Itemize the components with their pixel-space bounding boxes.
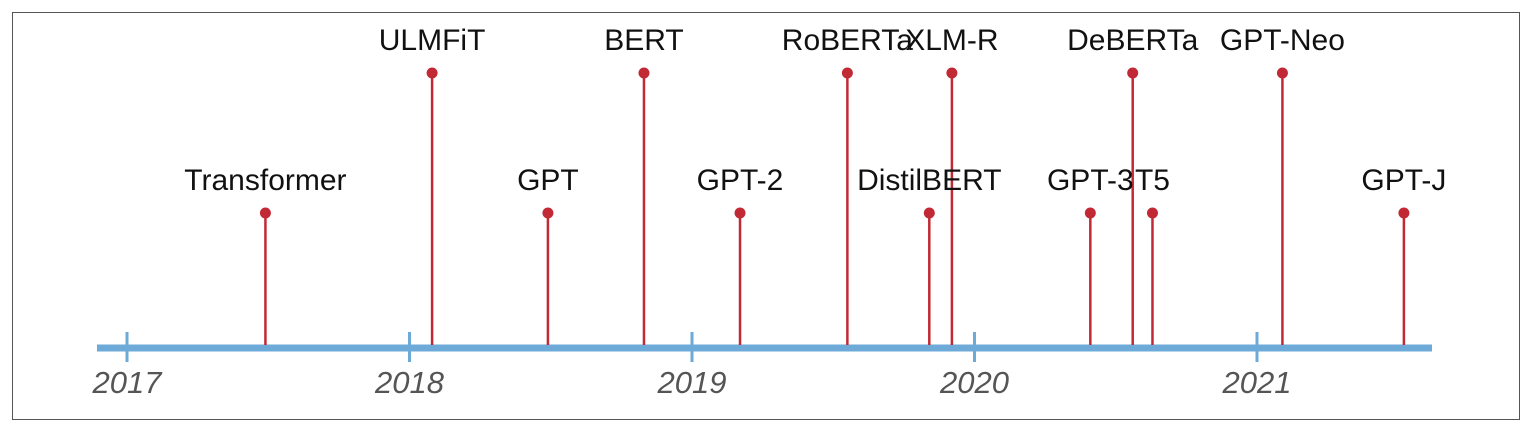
event-marker bbox=[638, 67, 650, 345]
event-dot bbox=[841, 67, 853, 79]
event-marker bbox=[259, 207, 271, 345]
event-label: GPT-J bbox=[1361, 164, 1446, 197]
year-label: 2017 bbox=[92, 365, 164, 400]
event-label: BERT bbox=[604, 24, 683, 57]
event-marker bbox=[1127, 67, 1139, 345]
year-label: 2020 bbox=[939, 365, 1009, 400]
event-marker bbox=[1398, 207, 1410, 345]
event-dot bbox=[946, 67, 958, 79]
year-ticks bbox=[125, 332, 1259, 362]
event-marker bbox=[923, 207, 935, 345]
event-label: GPT-Neo bbox=[1220, 24, 1345, 57]
event-dot bbox=[1398, 207, 1410, 219]
event-marker bbox=[946, 67, 958, 345]
event-label: T5 bbox=[1135, 164, 1170, 197]
event-dot bbox=[638, 67, 650, 79]
event-dot bbox=[1127, 67, 1139, 79]
event-dot bbox=[1276, 67, 1288, 79]
event-label: ULMFiT bbox=[379, 24, 486, 57]
event-label: DistilBERT bbox=[857, 164, 1001, 197]
event-dot bbox=[1146, 207, 1158, 219]
event-marker bbox=[1146, 207, 1158, 345]
event-label: GPT-2 bbox=[697, 164, 784, 197]
year-label: 2021 bbox=[1222, 365, 1292, 400]
event-label: Transformer bbox=[184, 164, 346, 197]
event-label: RoBERTa bbox=[782, 24, 913, 57]
event-label: XLM-R bbox=[905, 24, 998, 57]
event-marker bbox=[734, 207, 746, 345]
event-dot bbox=[426, 67, 438, 79]
event-label: GPT bbox=[517, 164, 579, 197]
event-label: GPT-3 bbox=[1047, 164, 1134, 197]
event-dot bbox=[923, 207, 935, 219]
event-labels: Transformer ULMFiT GPT BERT GPT-2 RoBERTa Dist… bbox=[184, 24, 1446, 197]
event-dot bbox=[1084, 207, 1096, 219]
event-marker bbox=[841, 67, 853, 345]
event-label: DeBERTa bbox=[1067, 24, 1198, 57]
event-marker bbox=[1276, 67, 1288, 345]
year-label: 2018 bbox=[374, 365, 445, 400]
year-label: 2019 bbox=[657, 365, 727, 400]
event-marker bbox=[426, 67, 438, 345]
event-dot bbox=[259, 207, 271, 219]
event-stems bbox=[259, 67, 1410, 345]
year-labels: 2017 2018 2019 2020 2021 bbox=[92, 365, 1292, 400]
event-marker bbox=[1084, 207, 1096, 345]
event-dot bbox=[542, 207, 554, 219]
event-marker bbox=[542, 207, 554, 345]
event-dot bbox=[734, 207, 746, 219]
